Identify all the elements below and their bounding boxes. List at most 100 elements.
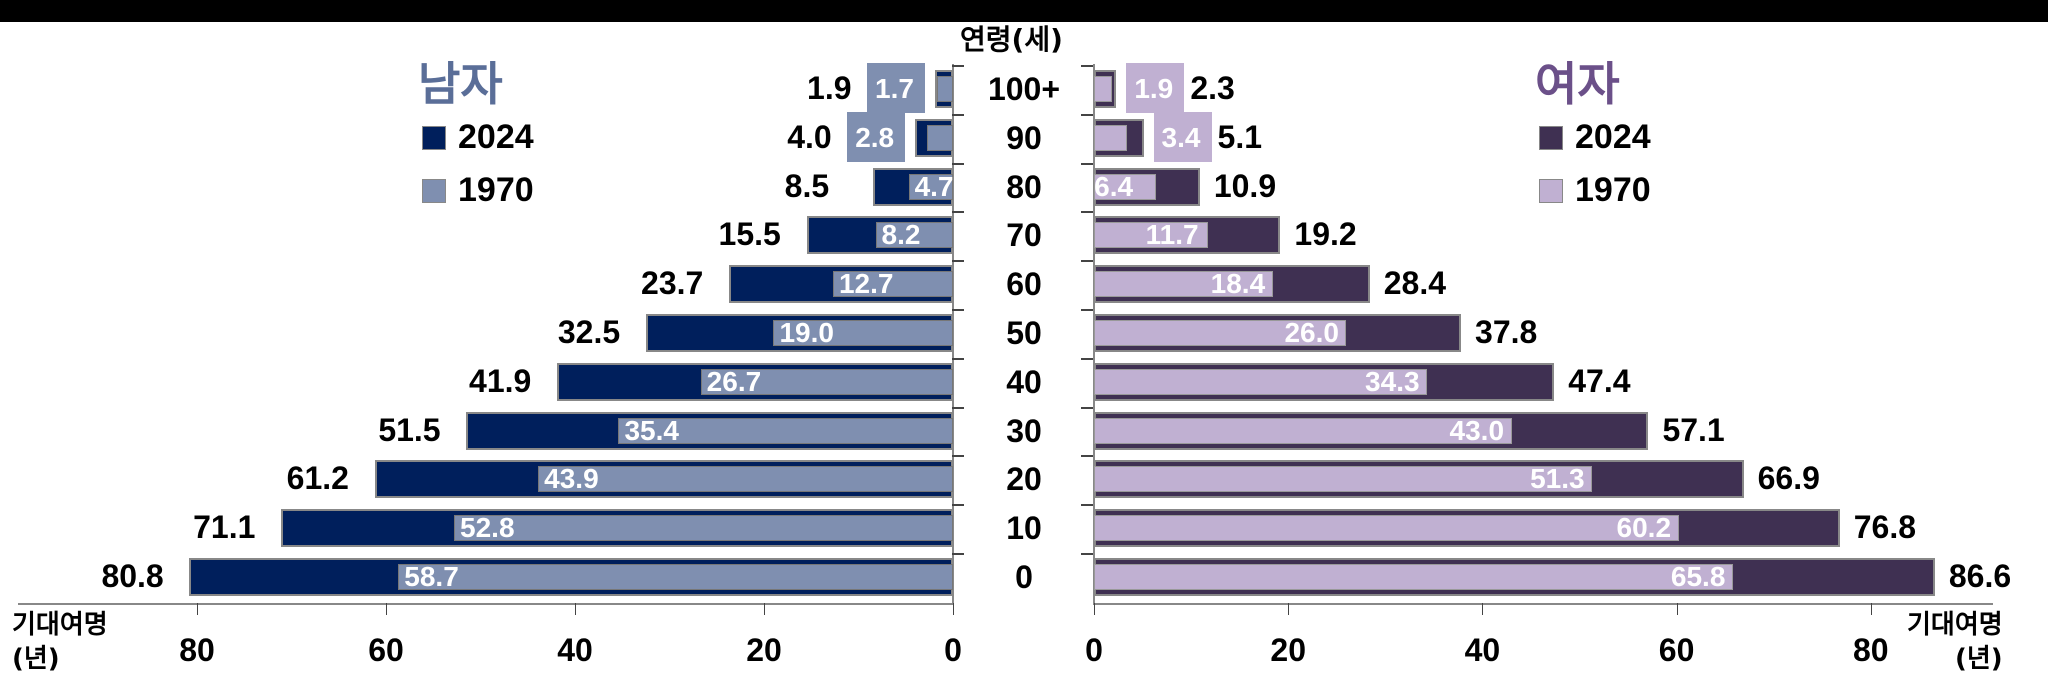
male-1970-bar xyxy=(700,368,953,395)
age-label: 60 xyxy=(1006,266,1042,303)
female-1970-value: 18.4 xyxy=(1210,268,1266,300)
female-1970-value: 34.3 xyxy=(1365,365,1420,397)
female-2024-value: 37.8 xyxy=(1475,314,1538,350)
male-1970-label-box xyxy=(847,111,906,162)
x-tick xyxy=(1094,603,1095,615)
legend-label: 2024 xyxy=(458,118,534,156)
legend-female-1970: 1970 xyxy=(1539,171,1651,210)
y-tick xyxy=(952,113,964,116)
age-label: 30 xyxy=(1006,412,1042,449)
male-2024-value: 4.0 xyxy=(787,118,832,155)
male-1970-bar xyxy=(398,564,953,590)
male-1970-label-box xyxy=(867,63,926,113)
unit-line2: (년) xyxy=(1955,644,2003,674)
y-tick xyxy=(1081,162,1093,165)
female-2024-value: 57.1 xyxy=(1662,411,1725,448)
female-x-tick-label: 20 xyxy=(1270,632,1306,668)
male-1970-value: 4.7 xyxy=(914,170,954,202)
male-y-axis xyxy=(952,64,954,604)
age-label: 10 xyxy=(1006,510,1042,547)
male-1970-bar xyxy=(926,124,953,151)
male-1970-bar xyxy=(832,271,953,298)
female-1970-bar xyxy=(1094,76,1113,102)
male-2024-value: 71.1 xyxy=(193,509,256,546)
male-2024-value: 41.9 xyxy=(469,362,532,399)
age-axis-title: 연령(세) xyxy=(960,23,1063,56)
y-tick xyxy=(1081,553,1093,555)
female-1970-bar xyxy=(1094,564,1733,590)
female-2024-value: 47.4 xyxy=(1568,362,1631,399)
y-tick xyxy=(1081,504,1093,507)
female-x-tick-label: 80 xyxy=(1853,632,1889,668)
female-1970-bar xyxy=(1094,515,1679,542)
female-panel-title: 여자 xyxy=(1535,57,1620,111)
female-1970-value: 3.4 xyxy=(1161,121,1201,153)
female-1970-bar xyxy=(1094,271,1273,298)
x-tick xyxy=(575,603,576,615)
male-1970-bar xyxy=(454,515,953,542)
x-tick xyxy=(1288,603,1290,615)
female-2024-value: 76.8 xyxy=(1853,509,1916,546)
legend-label: 2024 xyxy=(1575,118,1651,156)
female-2024-value: 10.9 xyxy=(1213,167,1277,204)
female-x-tick-label: 40 xyxy=(1464,632,1501,668)
female-1970-label-box xyxy=(1153,111,1212,162)
legend-label: 1970 xyxy=(458,171,534,209)
female-1970-label-box xyxy=(1126,63,1185,113)
female-1970-value: 26.0 xyxy=(1284,317,1339,348)
female-1970-value: 51.3 xyxy=(1530,463,1585,495)
female-2024-value: 19.2 xyxy=(1294,216,1357,253)
female-1970-value: 43.0 xyxy=(1449,414,1505,446)
female-x-tick-label: 60 xyxy=(1658,632,1695,668)
male-2024-value: 61.2 xyxy=(286,460,349,497)
female-1970-bar xyxy=(1094,173,1157,200)
y-tick xyxy=(952,260,964,263)
male-x-tick-label: 60 xyxy=(368,632,404,668)
age-label: 80 xyxy=(1006,168,1042,205)
male-1970-value: 43.9 xyxy=(544,463,599,495)
y-tick xyxy=(952,553,964,555)
legend-female-2024: 2024 xyxy=(1539,118,1651,157)
female-x-axis-unit: 기대여명 (년) xyxy=(1907,608,2003,676)
y-tick xyxy=(1081,357,1093,360)
male-1970-bar xyxy=(773,320,953,346)
y-tick xyxy=(1081,309,1093,311)
male-2024-value: 1.9 xyxy=(807,70,852,106)
male-1970-value: 12.7 xyxy=(838,268,894,300)
y-tick xyxy=(952,65,964,67)
legend-male-2024: 2024 xyxy=(422,118,534,157)
male-2024-value: 8.5 xyxy=(784,167,830,204)
female-1970-value: 6.4 xyxy=(1094,170,1134,202)
unit-line1: 기대여명 xyxy=(1907,610,2003,640)
legend-label: 1970 xyxy=(1575,171,1651,209)
y-tick xyxy=(1081,406,1093,409)
unit-line1: 기대여명 xyxy=(12,610,108,640)
male-x-axis xyxy=(18,603,954,605)
female-1970-bar xyxy=(1094,124,1127,151)
female-1970-value: 11.7 xyxy=(1145,219,1199,251)
age-label: 40 xyxy=(1006,363,1042,400)
age-label: 20 xyxy=(1006,461,1042,498)
x-tick xyxy=(1870,603,1872,615)
y-tick xyxy=(1081,260,1093,263)
top-black-bar xyxy=(0,0,2048,22)
y-tick xyxy=(1081,113,1093,116)
x-tick xyxy=(386,603,387,615)
x-tick xyxy=(953,603,954,615)
male-x-axis-unit: 기대여명 (년) xyxy=(12,608,108,676)
unit-line2: (년) xyxy=(12,644,60,674)
x-tick xyxy=(1482,603,1484,615)
female-2024-value: 5.1 xyxy=(1217,118,1262,155)
male-2024-value: 80.8 xyxy=(101,558,164,594)
male-1970-value: 2.8 xyxy=(855,121,895,153)
male-1970-bar xyxy=(875,222,953,249)
legend-swatch-icon xyxy=(1539,125,1563,150)
male-1970-value: 52.8 xyxy=(460,512,515,544)
male-1970-value: 19.0 xyxy=(779,317,834,348)
female-1970-bar xyxy=(1094,417,1512,444)
male-1970-bar xyxy=(618,417,953,444)
male-panel-title: 남자 xyxy=(418,57,503,111)
y-tick xyxy=(952,455,964,458)
y-tick xyxy=(1081,65,1093,67)
male-1970-value: 8.2 xyxy=(881,219,921,251)
